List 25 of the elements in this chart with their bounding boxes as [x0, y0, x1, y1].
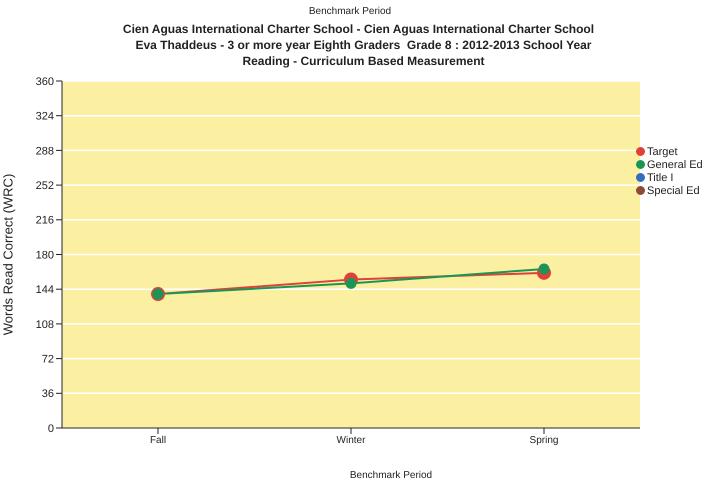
y-tick-label: 108 [36, 318, 54, 331]
y-tick-label: 288 [36, 145, 54, 158]
x-axis-title: Benchmark Period [350, 470, 432, 481]
point [538, 263, 550, 274]
y-tick-label: 252 [36, 180, 54, 192]
y-tick-label: 0 [48, 422, 54, 435]
x-tick-label: Spring [530, 435, 558, 446]
text: Benchmark Period [308, 6, 392, 17]
legend-label: Title I [647, 172, 674, 184]
y-tick-label: 72 [42, 354, 54, 366]
y-tick-label: 144 [36, 284, 54, 296]
legend-label: General Ed [647, 158, 703, 170]
y-tick-label: 216 [36, 214, 54, 227]
x-tick-label: Winter [336, 435, 366, 446]
chart-subtitle: Eva Thaddeus - 3 or more year Eighth Graders Grade 8 : 2012-2013 School Year Reading - Curriculum Based Measurement [134, 38, 592, 68]
y-axis-title: Words Read Correct (WRC) [0, 174, 16, 336]
y-tick-label: 180 [36, 249, 54, 262]
y-tick-label: 324 [36, 110, 54, 123]
point [346, 278, 356, 289]
y-tick-label: 360 [36, 76, 54, 88]
x-tick-label: Fall [150, 435, 166, 446]
legend-label: Target [647, 146, 678, 158]
y-tick-label: 36 [42, 388, 54, 400]
legend-label: Special Ed [647, 184, 700, 196]
chart-title: Cien Aguas International Charter School - Cien Aguas International Charter School [122, 22, 596, 36]
